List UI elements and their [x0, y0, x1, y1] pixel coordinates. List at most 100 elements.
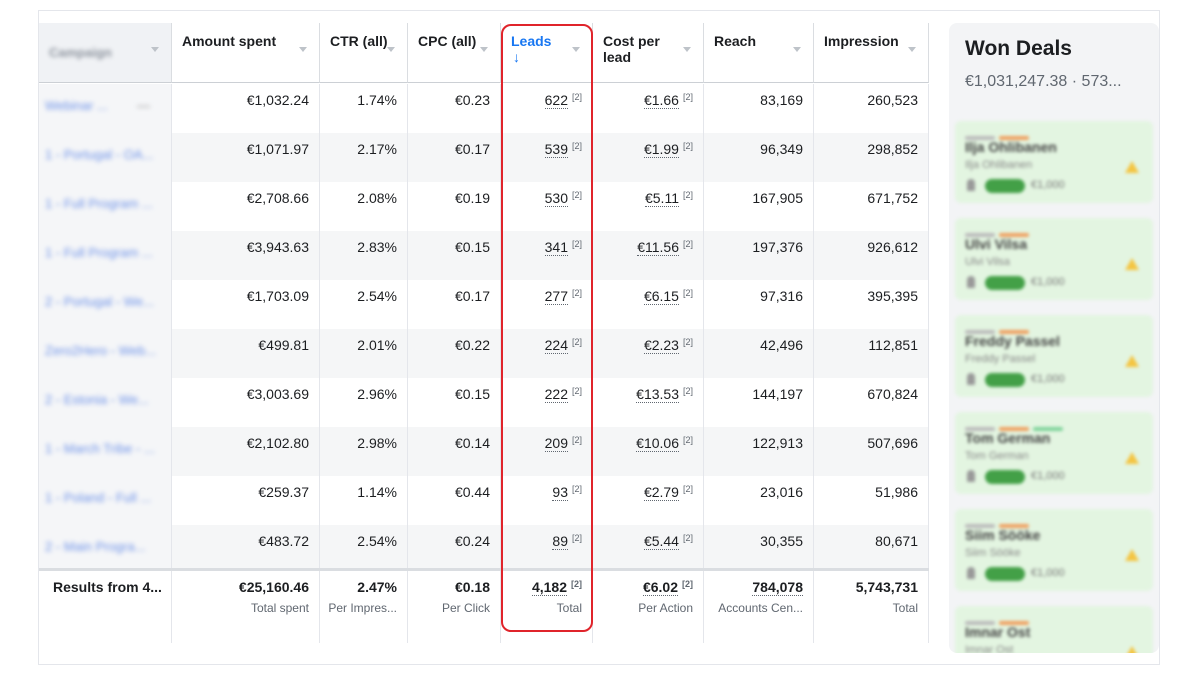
cell-value[interactable]: €11.56 [2]: [637, 239, 693, 256]
deal-card[interactable]: Ilja Ohlibanen Ilja Ohlibanen €1,000: [955, 121, 1153, 203]
column-header-campaign[interactable]: Campaign: [39, 23, 172, 83]
chevron-down-icon[interactable]: [299, 47, 307, 52]
deal-amount: €1,000: [1031, 276, 1065, 288]
cell-value[interactable]: €13.53 [2]: [636, 386, 693, 403]
chevron-down-icon[interactable]: [572, 47, 580, 52]
cell-campaign[interactable]: Zero2Hero - Web...: [39, 329, 172, 378]
person-icon: [967, 567, 975, 579]
value-text: 670,824: [867, 386, 918, 402]
cell-value[interactable]: €2.79 [2]: [643, 484, 693, 501]
column-header-cpl[interactable]: Cost per lead: [593, 23, 704, 83]
cell-value[interactable]: €6.15 [2]: [643, 288, 693, 305]
cell-campaign[interactable]: 2 - Portugal - We...: [39, 280, 172, 329]
cell-value[interactable]: €5.44 [2]: [643, 533, 693, 550]
cell-value: €1,071.97: [247, 141, 309, 157]
cell-value: 1 - Poland - Full ...: [45, 490, 151, 505]
chevron-down-icon[interactable]: [387, 47, 395, 52]
more-options-icon[interactable]: —: [137, 98, 150, 113]
cell-campaign[interactable]: 1 - Full Program ...: [39, 231, 172, 280]
value-text: €13.53: [636, 386, 679, 403]
cell-value: 2.08%: [357, 190, 397, 206]
chevron-down-icon[interactable]: [480, 47, 488, 52]
value-text: €3,003.69: [246, 386, 309, 402]
cell-value: 167,905: [752, 190, 803, 206]
column-header-amount[interactable]: Amount spent: [172, 23, 320, 83]
deal-card[interactable]: Ulvi Vilsa Ulvi Vilsa €1,000: [955, 218, 1153, 300]
value-text: 926,612: [867, 239, 918, 255]
status-badge: [985, 373, 1025, 387]
column-header-label: CPC (all): [418, 33, 477, 49]
cell-amount: €499.81: [172, 329, 320, 378]
cell-value: €2,708.66: [247, 190, 309, 206]
column-header-cpc[interactable]: CPC (all): [408, 23, 501, 83]
value-text: 277: [544, 288, 568, 305]
cell-campaign[interactable]: 2 - Main Progra...: [39, 525, 172, 574]
cell-campaign[interactable]: 1 - Full Program ...: [39, 182, 172, 231]
cell-campaign[interactable]: 1 - Portugal - OA...: [39, 133, 172, 182]
cell-leads: 209 [2]: [501, 427, 593, 476]
cell-ctr: 2.01%: [320, 329, 408, 378]
value-text: 83,169: [760, 92, 803, 108]
cell-value[interactable]: €5.11 [2]: [644, 190, 693, 207]
chevron-down-icon[interactable]: [151, 47, 159, 52]
table-row: 2 - Estonia - We... €3,003.69 2.96% €0.15 22…: [39, 378, 929, 427]
warning-icon: [1125, 161, 1139, 173]
cell-value[interactable]: 622 [2]: [544, 92, 582, 109]
deal-tags: [965, 418, 1067, 436]
cell-value[interactable]: 341 [2]: [544, 239, 582, 256]
column-header-impression[interactable]: Impression: [814, 23, 929, 83]
cell-value[interactable]: 530 [2]: [544, 190, 582, 207]
cell-leads: 277 [2]: [501, 280, 593, 329]
value-text: 167,905: [752, 190, 803, 206]
column-header-reach[interactable]: Reach: [704, 23, 814, 83]
cell-value[interactable]: 539 [2]: [544, 141, 582, 158]
deal-owner: Ilja Ohlibanen: [965, 159, 1033, 171]
status-badge: [985, 179, 1025, 193]
total-text: 784,078: [752, 579, 803, 596]
cell-campaign[interactable]: 1 - Poland - Full ...: [39, 476, 172, 525]
value-text: €1,032.24: [246, 92, 309, 108]
cell-campaign[interactable]: 2 - Estonia - We...: [39, 378, 172, 427]
deal-owner: Imnar Ost: [965, 644, 1014, 653]
cell-ctr: 1.74%: [320, 84, 408, 133]
cell-value[interactable]: €2.23 [2]: [643, 337, 693, 354]
total-text: 2.47%: [357, 579, 397, 595]
value-text: 222: [544, 386, 568, 403]
panel-title: Won Deals: [965, 37, 1072, 60]
value-text: €0.24: [454, 533, 490, 549]
cell-value[interactable]: €1.66 [2]: [643, 92, 693, 109]
total-leads: 4,182 [2] Total: [501, 571, 593, 643]
column-header-leads[interactable]: Leads ↓: [501, 23, 593, 83]
cell-campaign[interactable]: Webinar ... —: [39, 84, 172, 133]
value-text: Webinar ...: [45, 98, 108, 113]
chevron-down-icon[interactable]: [793, 47, 801, 52]
deal-card[interactable]: Tom German Tom German €1,000: [955, 412, 1153, 494]
chevron-down-icon[interactable]: [683, 47, 691, 52]
cell-value[interactable]: €10.06 [2]: [636, 435, 693, 452]
value-text: €11.56: [637, 239, 679, 256]
cell-value[interactable]: 93 [2]: [552, 484, 582, 501]
cell-reach: 122,913: [704, 427, 814, 476]
cell-campaign[interactable]: 1 - March Tribe - ...: [39, 427, 172, 476]
column-header-ctr[interactable]: CTR (all): [320, 23, 408, 83]
cell-value: 395,395: [867, 288, 918, 304]
value-text: €1,703.09: [246, 288, 309, 304]
cell-value[interactable]: 222 [2]: [544, 386, 582, 403]
value-text: 2 - Estonia - We...: [45, 392, 149, 407]
deal-card[interactable]: Freddy Passel Freddy Passel €1,000: [955, 315, 1153, 397]
cell-cpl: €5.44 [2]: [593, 525, 704, 574]
chevron-down-icon[interactable]: [908, 47, 916, 52]
cell-value[interactable]: 209 [2]: [544, 435, 582, 452]
cell-value[interactable]: 89 [2]: [552, 533, 582, 550]
cell-value: €0.23: [455, 92, 490, 108]
total-amount: €25,160.46 Total spent: [172, 571, 320, 643]
cell-value[interactable]: 277 [2]: [544, 288, 582, 305]
value-text: 93: [552, 484, 568, 501]
deal-card[interactable]: Siim Sööke Siim Sööke €1,000: [955, 509, 1153, 591]
cell-ctr: 1.14%: [320, 476, 408, 525]
cell-value[interactable]: 224 [2]: [544, 337, 582, 354]
total-caption: Accounts Cen...: [718, 601, 803, 615]
cell-value[interactable]: €1.99 [2]: [643, 141, 693, 158]
value-text: €6.15: [643, 288, 679, 305]
